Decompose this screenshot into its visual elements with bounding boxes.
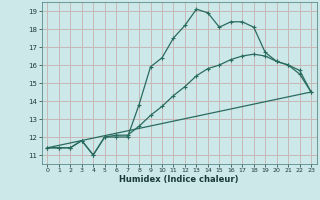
X-axis label: Humidex (Indice chaleur): Humidex (Indice chaleur) (119, 175, 239, 184)
